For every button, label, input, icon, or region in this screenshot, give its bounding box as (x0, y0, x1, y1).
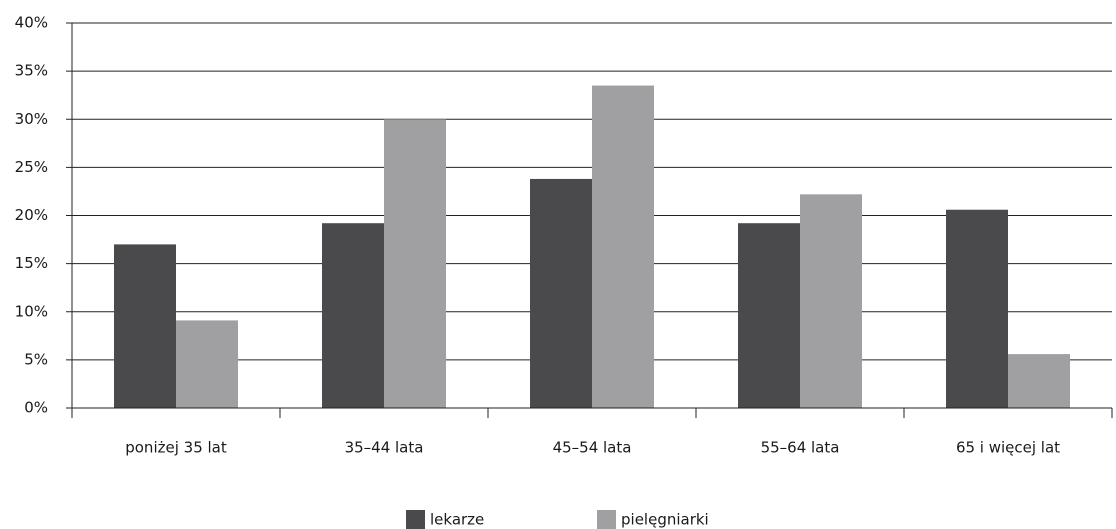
bar (946, 209, 1008, 408)
y-tick-label: 5% (24, 350, 48, 368)
x-tick-label: 65 i więcej lat (956, 439, 1060, 457)
legend-swatch (406, 510, 425, 529)
y-tick-label: 30% (15, 110, 48, 128)
x-tick-label: 45–54 lata (553, 439, 632, 457)
bar (176, 320, 238, 408)
y-tick-label: 10% (15, 302, 48, 320)
bar (530, 178, 592, 408)
y-tick-label: 40% (15, 14, 48, 32)
bar (800, 194, 862, 408)
y-tick-label: 25% (15, 158, 48, 176)
legend-swatch (597, 510, 616, 529)
bar (114, 244, 176, 408)
y-tick-label: 15% (15, 254, 48, 272)
x-tick-label: 55–64 lata (761, 439, 840, 457)
bar (322, 223, 384, 408)
bar (592, 85, 654, 408)
y-tick-label: 20% (15, 206, 48, 224)
legend-label: pielęgniarki (621, 511, 709, 529)
bar (1008, 354, 1070, 408)
x-tick-label: poniżej 35 lat (125, 439, 227, 457)
bar (384, 119, 446, 408)
y-tick-label: 0% (24, 399, 48, 417)
x-tick-label: 35–44 lata (345, 439, 424, 457)
y-tick-label: 35% (15, 62, 48, 80)
legend-label: lekarze (430, 511, 484, 529)
bar (738, 223, 800, 408)
